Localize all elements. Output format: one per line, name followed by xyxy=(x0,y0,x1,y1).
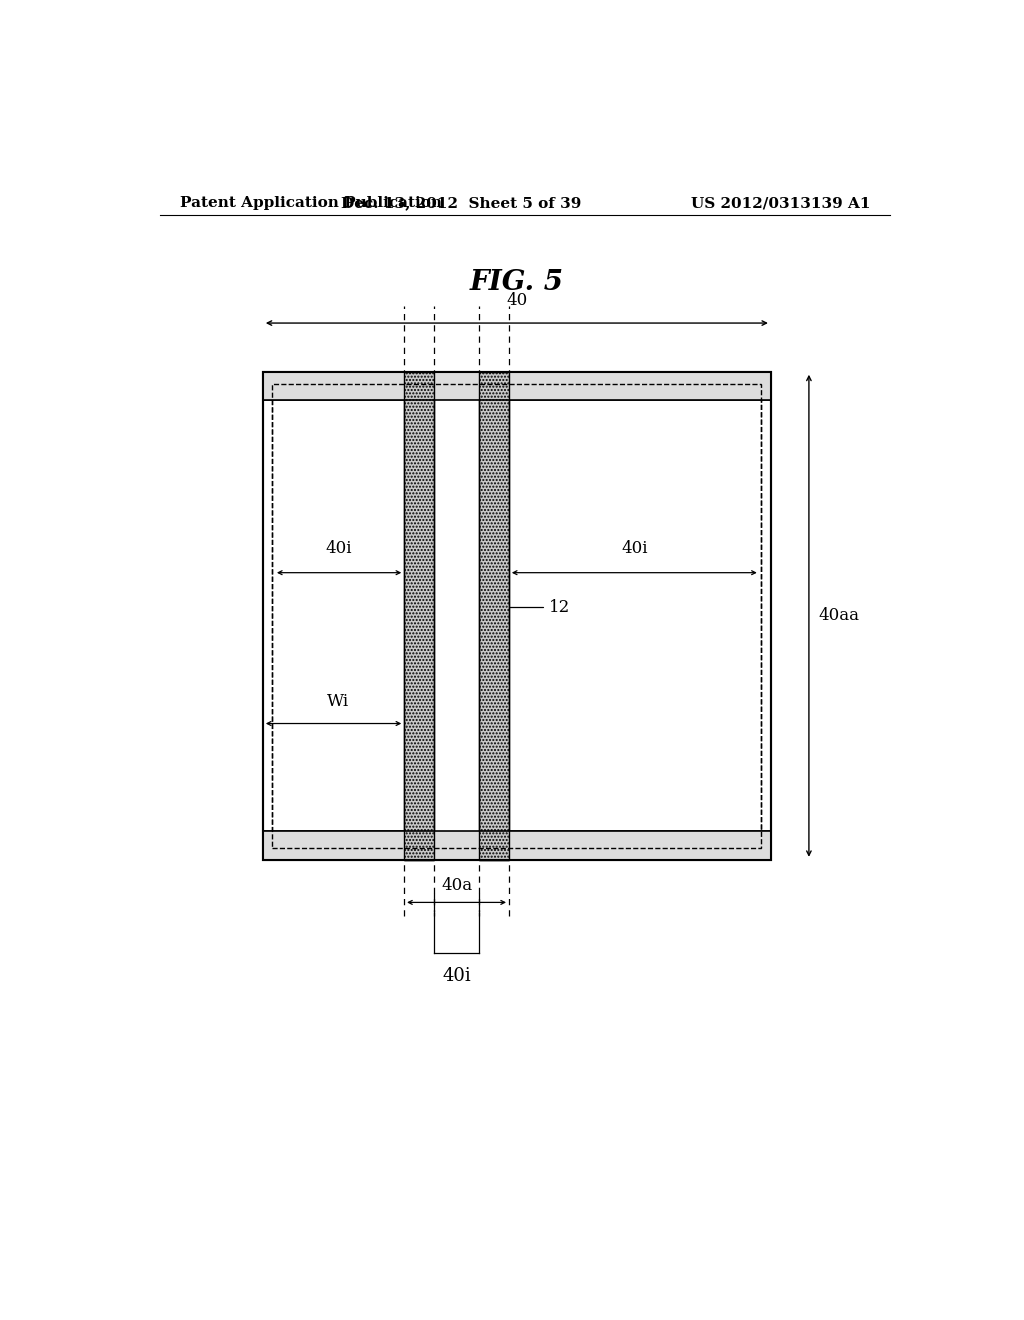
Bar xyxy=(434,372,479,859)
Bar xyxy=(263,372,771,859)
Bar xyxy=(404,832,434,859)
Bar xyxy=(404,372,434,400)
Text: Wa: Wa xyxy=(443,758,469,775)
Text: 40aa: 40aa xyxy=(818,607,859,624)
Bar xyxy=(479,372,509,859)
Bar xyxy=(479,372,509,859)
Bar xyxy=(263,372,771,400)
Bar xyxy=(263,372,771,859)
Bar xyxy=(263,832,771,859)
Bar xyxy=(479,372,509,859)
Bar xyxy=(263,372,771,400)
Bar xyxy=(404,372,434,859)
Text: 40i: 40i xyxy=(442,968,471,986)
Bar xyxy=(404,372,434,859)
Text: Patent Application Publication: Patent Application Publication xyxy=(179,197,441,210)
Text: 12: 12 xyxy=(487,597,570,615)
Text: US 2012/0313139 A1: US 2012/0313139 A1 xyxy=(690,197,870,210)
Text: Wi: Wi xyxy=(327,693,348,710)
Text: FIG. 5: FIG. 5 xyxy=(470,269,564,296)
Bar xyxy=(479,372,509,400)
Bar xyxy=(272,384,761,847)
Bar xyxy=(404,372,434,859)
Bar xyxy=(263,832,771,859)
Text: 40i: 40i xyxy=(622,540,647,557)
Bar xyxy=(479,832,509,859)
Text: Dec. 13, 2012  Sheet 5 of 39: Dec. 13, 2012 Sheet 5 of 39 xyxy=(341,197,582,210)
Text: 40i: 40i xyxy=(326,540,352,557)
Text: 40: 40 xyxy=(506,292,527,309)
Bar xyxy=(272,384,761,847)
Text: 40a: 40a xyxy=(441,878,472,894)
Bar xyxy=(263,372,771,400)
Bar xyxy=(263,832,771,859)
